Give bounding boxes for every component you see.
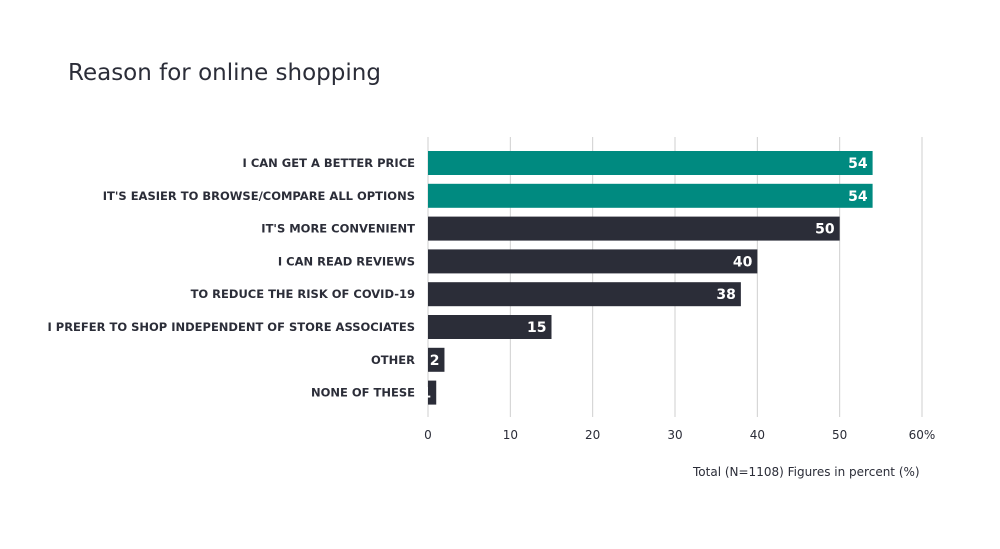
- category-label: IT'S EASIER TO BROWSE/COMPARE ALL OPTION…: [103, 189, 415, 203]
- bar: [428, 347, 445, 372]
- x-tick-label: 10: [503, 428, 518, 442]
- x-tick-label: 0: [424, 428, 432, 442]
- bar: [428, 282, 741, 307]
- category-label: I CAN READ REVIEWS: [278, 254, 415, 268]
- category-label: TO REDUCE THE RISK OF COVID-19: [191, 287, 415, 301]
- category-label: OTHER: [371, 353, 415, 367]
- x-tick-label: 20: [585, 428, 600, 442]
- category-label: IT'S MORE CONVENIENT: [261, 222, 415, 236]
- value-label: 1: [421, 386, 431, 402]
- bar: [428, 183, 873, 208]
- bar: [428, 151, 873, 175]
- value-label: 54: [848, 156, 868, 172]
- category-label: I PREFER TO SHOP INDEPENDENT OF STORE AS…: [47, 320, 415, 334]
- x-tick-label: 60%: [909, 428, 936, 442]
- value-label: 15: [527, 320, 546, 336]
- x-tick-label: 30: [667, 428, 682, 442]
- value-label: 40: [733, 254, 753, 270]
- value-label: 54: [848, 189, 868, 205]
- value-label: 50: [815, 222, 835, 238]
- chart-footnote: Total (N=1108) Figures in percent (%): [693, 465, 920, 479]
- chart-title: Reason for online shopping: [68, 60, 381, 86]
- value-label: 2: [430, 353, 440, 369]
- value-label: 38: [716, 287, 735, 303]
- bar: [428, 380, 437, 405]
- category-label: NONE OF THESE: [311, 386, 415, 400]
- bar: [428, 315, 552, 339]
- x-tick-label: 50: [832, 428, 847, 442]
- x-tick-label: 40: [750, 428, 765, 442]
- bar: [428, 249, 758, 274]
- bar: [428, 216, 840, 241]
- category-label: I CAN GET A BETTER PRICE: [243, 156, 416, 170]
